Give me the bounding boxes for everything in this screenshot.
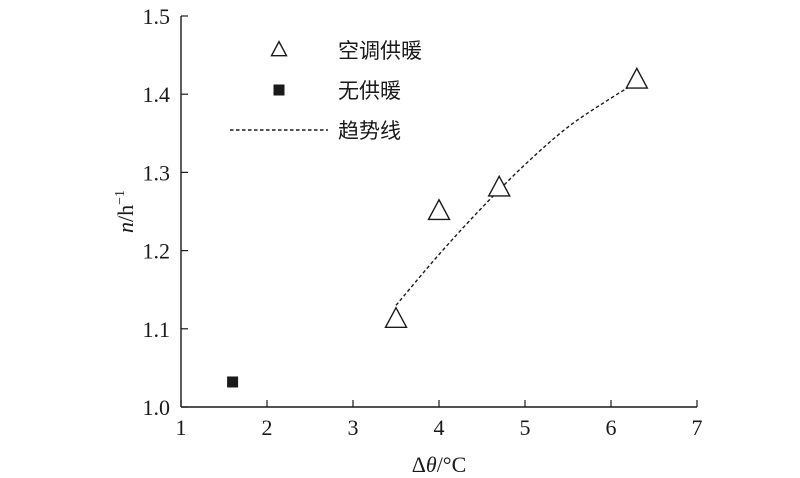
x-tick-label: 5 [520, 415, 531, 440]
x-tick-label: 4 [434, 415, 445, 440]
x-axis-title: Δθ/°C [412, 452, 467, 477]
trend-line [395, 81, 638, 306]
data-point-square [227, 376, 239, 388]
x-tick-label: 7 [692, 415, 703, 440]
data-point-triangle [625, 66, 649, 89]
legend-marker-triangle [270, 40, 288, 57]
y-axis-title: n/h−1 [113, 190, 138, 233]
y-tick-label: 1.4 [143, 82, 171, 107]
legend-marker-square [273, 84, 285, 96]
x-tick-label: 2 [262, 415, 273, 440]
legend-label: 空调供暖 [338, 39, 422, 63]
axis-titles: Δθ/°C n/h−1 [113, 190, 466, 477]
data-point-triangle [427, 198, 451, 221]
x-tick-label: 1 [176, 415, 187, 440]
y-tick-label: 1.0 [143, 395, 171, 420]
plot-area [227, 66, 649, 388]
y-tick-label: 1.1 [143, 317, 171, 342]
legend-label: 无供暖 [338, 79, 401, 103]
data-point-triangle [487, 174, 511, 197]
axes: 1 2 3 4 5 6 7 1.0 1.1 1.2 1.3 1.4 1.5 [143, 4, 703, 440]
legend-label: 趋势线 [338, 119, 401, 143]
data-point-triangle [384, 306, 408, 329]
y-tick-label: 1.2 [143, 239, 171, 264]
x-tick-label: 6 [606, 415, 617, 440]
y-tick-label: 1.5 [143, 4, 171, 29]
y-tick-label: 1.3 [143, 160, 171, 185]
x-tick-label: 3 [348, 415, 359, 440]
